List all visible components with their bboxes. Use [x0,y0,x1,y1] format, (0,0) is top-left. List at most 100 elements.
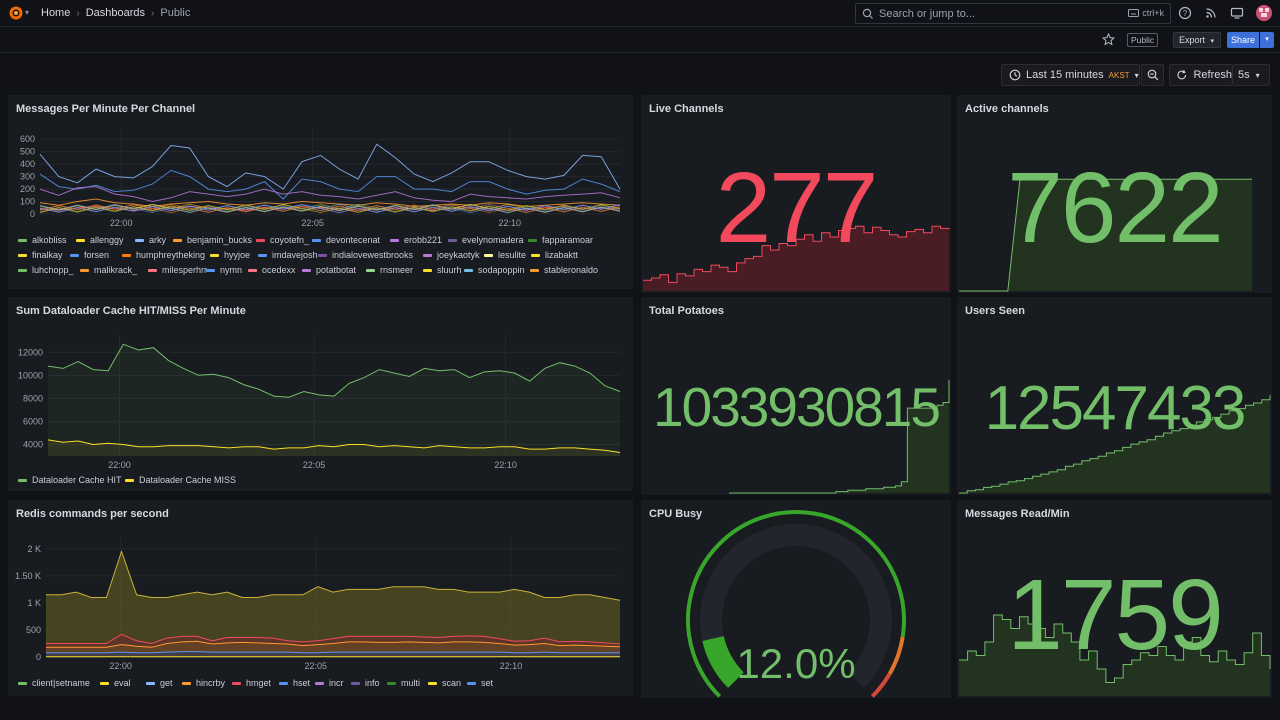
rss-icon[interactable] [1204,6,1218,20]
y-tick-label: 1 K [27,598,41,608]
legend-item[interactable]: hyyjoe [210,250,250,260]
x-tick-label: 22:05 [305,661,328,671]
series-line [39,169,621,200]
refresh-interval-picker[interactable]: 5s ▾ [1233,64,1270,86]
legend-label: incr [329,678,344,688]
share-button[interactable]: Share [1227,32,1259,48]
legend-item[interactable]: imdavejosh [258,250,318,260]
legend-label: lizabaktt [545,250,579,260]
y-tick-label: 500 [26,625,41,635]
legend-swatch [125,478,134,482]
legend-item[interactable]: multi [387,678,420,688]
legend-item[interactable]: humphreytheking [122,250,205,260]
legend-item[interactable]: scan [428,678,461,688]
legend-item[interactable]: stableronaldo [530,265,598,275]
breadcrumb-home[interactable]: Home [41,7,71,19]
chevron-down-icon: ▾ [1134,70,1139,80]
users-seen-value: 12547433 [984,374,1247,443]
legend-item[interactable]: malikrack_ [80,265,137,275]
legend-item[interactable]: erobb221 [390,235,442,245]
panel-title[interactable]: Users Seen [965,305,1025,317]
legend-item[interactable]: luhchopp_ [18,265,74,275]
legend-item[interactable]: info [351,678,380,688]
legend-item[interactable]: finalkay [18,250,63,260]
panel-title[interactable]: Active channels [965,103,1049,115]
help-icon[interactable]: ? [1178,6,1192,20]
legend-item[interactable]: lesulite [484,250,526,260]
legend-item[interactable]: devontecenat [312,235,380,245]
panel-title[interactable]: Redis commands per second [16,508,169,520]
legend-item[interactable]: indialovewestbrooks [318,250,413,260]
monitor-icon[interactable] [1230,6,1244,20]
legend-label: imdavejosh [272,250,318,260]
legend-item[interactable]: client|setname [18,678,90,688]
legend-item[interactable]: potatbotat [302,265,356,275]
avatar[interactable] [1256,5,1272,21]
legend-item[interactable]: set [467,678,493,688]
panel-title[interactable]: Live Channels [649,103,724,115]
panel-title[interactable]: Total Potatoes [649,305,724,317]
legend-swatch [387,681,396,685]
zoom-out-button[interactable] [1141,64,1164,86]
export-button[interactable]: Export ▾ [1173,32,1221,48]
panel-title[interactable]: Sum Dataloader Cache HIT/MISS Per Minute [16,305,246,317]
sparkline-area [959,615,1270,696]
series-line [47,439,621,453]
legend-swatch [146,681,155,685]
time-range-picker[interactable]: Last 15 minutes AKST ▾ [1001,64,1140,86]
series-area [48,344,620,456]
y-tick-label: 10000 [18,370,43,380]
legend-item[interactable]: get [146,678,173,688]
breadcrumb-dashboards[interactable]: Dashboards [85,7,146,19]
panel-title[interactable]: Messages Read/Min [965,508,1070,520]
panel-title[interactable]: CPU Busy [649,508,703,520]
legend-item[interactable]: evelynomadera [448,235,524,245]
legend-swatch [18,253,27,257]
legend-item[interactable]: benjamin_bucks [173,235,252,245]
legend-item[interactable]: rnsmeer [366,265,413,275]
legend-label: sluurh [437,265,462,275]
live-channels-value: 277 [715,152,879,264]
legend-item[interactable]: milesperhrr [148,265,207,275]
panel-messages-per-minute: Messages Per Minute Per Channel 0 100 200 3… [8,95,633,289]
legend-item[interactable]: coyotefn_ [256,235,309,245]
y-tick-label: 6000 [23,416,43,426]
legend-swatch [210,253,219,257]
legend-label: hmget [246,678,272,688]
users-seen-sparkline [959,395,1271,494]
redis-chart: 0 500 1 K 1.50 K 2 K 22:00 22:05 22:10 [15,538,621,671]
share-menu-button[interactable]: ▾ [1260,32,1274,48]
chevron-down-icon[interactable]: ▾ [25,8,30,17]
legend-item[interactable]: forsen [70,250,109,260]
legend-item[interactable]: hset [279,678,310,688]
legend-item[interactable]: ocedexx [248,265,296,275]
star-icon[interactable] [1102,33,1115,46]
legend-item[interactable]: alkobliss [18,235,67,245]
grafana-logo-icon[interactable] [8,5,24,21]
search-input[interactable]: Search or jump to... ctrl+k [855,3,1171,24]
refresh-button[interactable]: Refresh [1169,64,1233,86]
legend-item[interactable]: eval [100,678,131,688]
cpu-busy-value: 12.0% [736,640,856,687]
legend-item[interactable]: joeykaotyk [423,250,480,260]
legend-item[interactable]: Dataloader Cache MISS [125,475,236,485]
legend-item[interactable]: incr [315,678,344,688]
legend-item[interactable]: lizabaktt [531,250,578,260]
legend-item[interactable]: sluurh [423,265,462,275]
gauge-threshold-red [870,672,892,698]
legend-item[interactable]: Dataloader Cache HIT [18,475,122,485]
legend-item[interactable]: allenggy [76,235,124,245]
legend-item[interactable]: hmget [232,678,271,688]
legend-item[interactable]: fapparamoar [528,235,593,245]
panel-live-channels: Live Channels 277 [641,95,951,293]
panel-title[interactable]: Messages Per Minute Per Channel [16,103,196,115]
legend-swatch [206,268,215,272]
legend-label: allenggy [90,235,124,245]
sparkline-area [729,379,949,493]
legend-item[interactable]: hincrby [182,678,225,688]
legend-item[interactable]: arky [135,235,166,245]
legend-item[interactable]: nymn [206,265,242,275]
timezone-badge: AKST [1108,70,1130,80]
legend-label: joeykaotyk [437,250,480,260]
legend-item[interactable]: sodapoppin [464,265,525,275]
